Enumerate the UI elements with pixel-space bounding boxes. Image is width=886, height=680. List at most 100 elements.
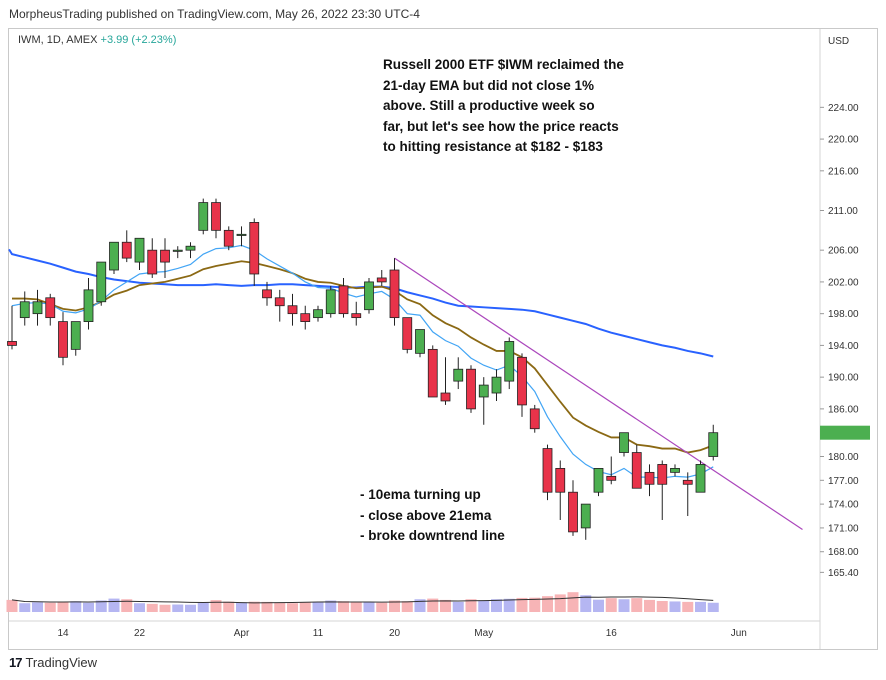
volume-bar — [516, 597, 528, 612]
candle-body — [300, 313, 311, 322]
candle-body — [134, 237, 145, 263]
candle-body — [160, 249, 170, 263]
volume-bar — [197, 602, 209, 612]
volume-bar — [376, 602, 388, 612]
volume-bar — [338, 601, 349, 612]
symbol-info: IWM, 1D, AMEX — [18, 34, 98, 46]
candle-body — [466, 368, 476, 410]
candle-body — [478, 384, 489, 398]
bullet-item: - broke downtrend line — [360, 528, 505, 543]
volume-bar — [478, 600, 490, 612]
y-tick-label: 168.00 — [828, 547, 859, 558]
y-tick-label: 206.00 — [828, 246, 859, 257]
candle-body — [542, 448, 553, 493]
annotation-text: Russell 2000 ETF $IWM reclaimed the 21-d… — [383, 57, 624, 154]
volume-bar — [682, 601, 694, 612]
publisher-header: MorpheusTrading published on TradingView… — [9, 7, 420, 21]
volume-bar — [57, 601, 69, 612]
y-tick-label: 165.40 — [828, 568, 859, 579]
y-tick-label: 198.00 — [828, 309, 859, 320]
volume-bar — [172, 604, 184, 612]
y-tick-label: 216.00 — [828, 166, 859, 177]
volume-bar — [542, 596, 553, 612]
y-tick-label: 224.00 — [828, 103, 859, 114]
volume-bar — [567, 592, 579, 612]
tradingview-logo-icon: 17 — [9, 655, 23, 670]
candle-body — [453, 368, 464, 382]
x-tick-label: 11 — [313, 628, 324, 639]
candle-body — [529, 408, 540, 430]
y-tick-label: 180.00 — [828, 452, 859, 463]
volume-bar — [644, 599, 655, 612]
y-tick-label: 177.00 — [828, 476, 859, 487]
candle-body — [223, 229, 234, 247]
y-tick-label: 186.00 — [828, 404, 859, 415]
candle-body — [670, 468, 680, 473]
candle-body — [147, 249, 158, 275]
candle-body — [274, 297, 285, 307]
volume-bar — [389, 600, 400, 612]
candle-body — [19, 301, 30, 319]
y-tick-label: 174.00 — [828, 500, 859, 511]
candle-body — [364, 281, 374, 311]
volume-bar — [287, 603, 298, 612]
x-tick-label: Jun — [731, 628, 747, 639]
candle-body — [682, 479, 693, 485]
volume-bar — [159, 604, 171, 612]
candle-body — [708, 432, 719, 457]
volume-bar — [695, 601, 706, 612]
volume-bar — [44, 602, 56, 612]
volume-bar — [618, 599, 630, 612]
volume-bar — [274, 602, 286, 612]
candle-body — [517, 356, 527, 406]
candle-body — [415, 329, 425, 354]
candle-body — [262, 289, 272, 299]
volume-bar — [350, 601, 362, 612]
volume-bar — [440, 599, 451, 612]
y-tick-label: 211.00 — [828, 206, 858, 217]
volume-bar — [401, 601, 413, 612]
candle-body — [491, 376, 502, 394]
candle-body — [580, 503, 591, 529]
volume-bar — [299, 602, 311, 612]
volume-bar — [223, 601, 235, 612]
y-tick-label: 202.00 — [828, 277, 859, 288]
candle-body — [440, 392, 451, 402]
y-tick-label: 190.00 — [828, 373, 859, 384]
candle-body — [504, 341, 515, 382]
x-tick-label: 16 — [606, 628, 618, 639]
bullet-item: - 10ema turning up — [360, 487, 481, 502]
volume-bar — [236, 602, 247, 612]
volume-bar — [465, 599, 477, 612]
volume-bar — [580, 595, 592, 612]
volume-bar — [554, 594, 566, 612]
volume-bar — [261, 601, 273, 612]
volume-bar — [108, 598, 120, 612]
volume-bar — [19, 603, 31, 612]
volume-bar — [210, 600, 222, 612]
brand-name: TradingView — [25, 655, 98, 670]
candle-body — [249, 222, 260, 275]
candle-body — [325, 289, 336, 315]
candle-body — [644, 471, 655, 485]
candle-body — [631, 452, 642, 489]
downtrend-line — [394, 257, 803, 531]
candle-body — [45, 297, 56, 319]
volume-bar — [32, 602, 43, 612]
volume-bar — [6, 599, 18, 612]
volume-bar — [414, 599, 426, 612]
volume-bar — [121, 599, 133, 612]
candle-body — [402, 317, 413, 350]
footer-brand[interactable]: 17 TradingView — [9, 655, 97, 670]
candle-body — [427, 348, 438, 398]
candle-body — [83, 289, 94, 322]
candle-body — [287, 305, 298, 315]
volume-bar — [134, 603, 145, 612]
candle-body — [7, 341, 17, 346]
candle-body — [185, 245, 196, 251]
volume-bar — [656, 601, 668, 612]
volume-bar — [503, 598, 515, 612]
candle-body — [172, 249, 183, 252]
candle-body — [236, 233, 247, 236]
